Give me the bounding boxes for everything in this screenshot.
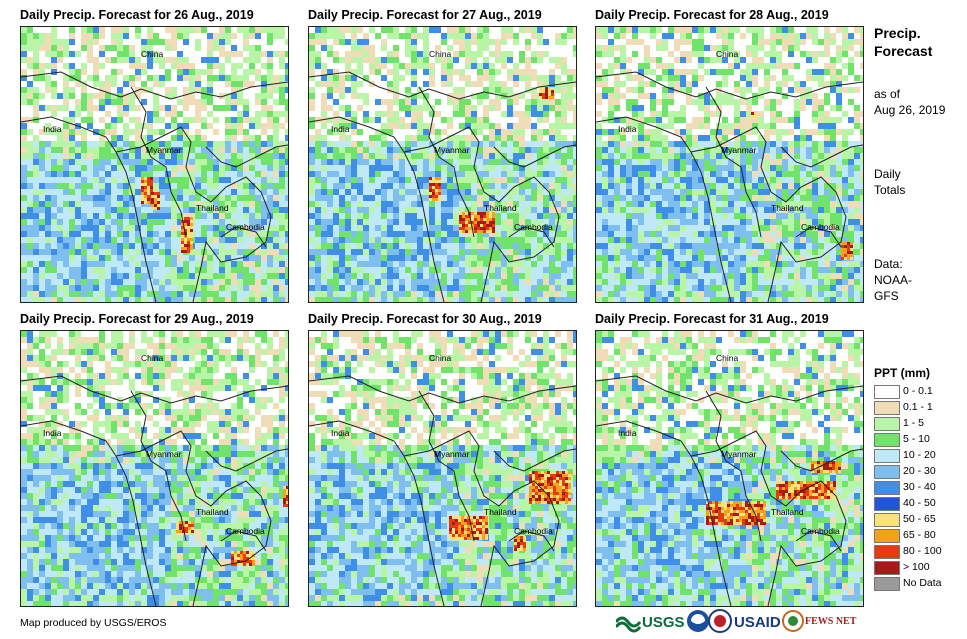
place-label-cambodia: Cambodia bbox=[801, 222, 840, 232]
fewsnet-logo-text: FEWS NET bbox=[805, 616, 857, 627]
place-label-india: India bbox=[618, 428, 637, 438]
place-label-india: India bbox=[43, 124, 62, 134]
place-label-india: India bbox=[331, 428, 350, 438]
place-label-thailand: Thailand bbox=[771, 203, 804, 213]
place-label-cambodia: Cambodia bbox=[226, 526, 265, 536]
legend-swatch bbox=[874, 545, 900, 559]
legend-swatch bbox=[874, 417, 900, 431]
legend-label: 10 - 20 bbox=[903, 449, 936, 461]
place-label-cambodia: Cambodia bbox=[226, 222, 265, 232]
place-label-myanmar: Myanmar bbox=[146, 449, 182, 459]
place-label-cambodia: Cambodia bbox=[514, 222, 553, 232]
panel-title: Daily Precip. Forecast for 29 Aug., 2019 bbox=[20, 312, 254, 326]
precip-raster: China India Myanmar Thailand Cambodia bbox=[309, 331, 576, 606]
precip-map: China India Myanmar Thailand Cambodia bbox=[20, 330, 289, 607]
totals-label: Totals bbox=[874, 183, 906, 197]
daily-label: Daily bbox=[874, 167, 901, 181]
legend-label: 65 - 80 bbox=[903, 529, 936, 541]
credit-text: Map produced by USGS/EROS bbox=[20, 617, 167, 629]
place-label-myanmar: Myanmar bbox=[434, 449, 470, 459]
precip-map: China India Myanmar Thailand Cambodia bbox=[595, 330, 864, 607]
place-label-myanmar: Myanmar bbox=[721, 449, 757, 459]
place-label-india: India bbox=[331, 124, 350, 134]
usgs-logo-text: USGS bbox=[642, 614, 685, 631]
legend-label: 5 - 10 bbox=[903, 433, 930, 445]
side-title-line2: Forecast bbox=[874, 43, 933, 59]
place-label-china: China bbox=[716, 49, 738, 59]
precip-raster: China India Myanmar Thailand Cambodia bbox=[309, 27, 576, 302]
precip-raster: China India Myanmar Thailand Cambodia bbox=[596, 331, 863, 606]
data-label: Data: bbox=[874, 257, 903, 271]
legend-label: 20 - 30 bbox=[903, 465, 936, 477]
legend-label: 80 - 100 bbox=[903, 545, 942, 557]
precip-map: China India Myanmar Thailand Cambodia bbox=[308, 26, 577, 303]
precip-raster: China India Myanmar Thailand Cambodia bbox=[596, 27, 863, 302]
legend-swatch bbox=[874, 449, 900, 463]
precip-map: China India Myanmar Thailand Cambodia bbox=[308, 330, 577, 607]
asof-label: as of bbox=[874, 87, 901, 101]
panel-title: Daily Precip. Forecast for 28 Aug., 2019 bbox=[595, 8, 829, 22]
noaa-logo bbox=[687, 610, 709, 632]
panel-title: Daily Precip. Forecast for 30 Aug., 2019 bbox=[308, 312, 542, 326]
legend-swatch bbox=[874, 465, 900, 479]
legend-label: 30 - 40 bbox=[903, 481, 936, 493]
precip-raster: China India Myanmar Thailand Cambodia bbox=[21, 27, 288, 302]
legend-swatch bbox=[874, 385, 900, 399]
place-label-india: India bbox=[618, 124, 637, 134]
legend-swatch bbox=[874, 529, 900, 543]
legend-label: > 100 bbox=[903, 561, 930, 573]
asof-date: Aug 26, 2019 bbox=[874, 103, 946, 117]
place-label-cambodia: Cambodia bbox=[801, 526, 840, 536]
place-label-china: China bbox=[429, 49, 451, 59]
legend-label: 1 - 5 bbox=[903, 417, 925, 429]
precip-raster: China India Myanmar Thailand Cambodia bbox=[21, 331, 288, 606]
place-label-china: China bbox=[141, 353, 163, 363]
data-source-line2: GFS bbox=[874, 289, 899, 303]
legend-label: 0 - 0.1 bbox=[903, 385, 933, 397]
legend-swatch bbox=[874, 497, 900, 511]
place-label-thailand: Thailand bbox=[484, 203, 517, 213]
place-label-thailand: Thailand bbox=[196, 507, 229, 517]
panel-title: Daily Precip. Forecast for 26 Aug., 2019 bbox=[20, 8, 254, 22]
legend-swatch bbox=[874, 513, 900, 527]
place-label-india: India bbox=[43, 428, 62, 438]
place-label-thailand: Thailand bbox=[196, 203, 229, 213]
place-label-china: China bbox=[429, 353, 451, 363]
legend-swatch bbox=[874, 561, 900, 575]
legend-title: PPT (mm) bbox=[874, 366, 931, 380]
place-label-china: China bbox=[716, 353, 738, 363]
place-label-thailand: Thailand bbox=[484, 507, 517, 517]
legend-label: 50 - 65 bbox=[903, 513, 936, 525]
usaid-logo-text: USAID bbox=[734, 614, 781, 631]
usgs-logo: USGS bbox=[616, 614, 685, 633]
place-label-myanmar: Myanmar bbox=[146, 145, 182, 155]
place-label-thailand: Thailand bbox=[771, 507, 804, 517]
legend-swatch bbox=[874, 577, 900, 591]
legend-swatch bbox=[874, 433, 900, 447]
place-label-cambodia: Cambodia bbox=[514, 526, 553, 536]
place-label-myanmar: Myanmar bbox=[721, 145, 757, 155]
place-label-myanmar: Myanmar bbox=[434, 145, 470, 155]
data-source-line1: NOAA- bbox=[874, 273, 913, 287]
precip-map: China India Myanmar Thailand Cambodia bbox=[595, 26, 864, 303]
legend-swatch bbox=[874, 481, 900, 495]
usaid-seal bbox=[708, 609, 732, 633]
side-title-line1: Precip. bbox=[874, 25, 921, 41]
legend-label: 0.1 - 1 bbox=[903, 401, 933, 413]
panel-title: Daily Precip. Forecast for 27 Aug., 2019 bbox=[308, 8, 542, 22]
legend-label: No Data bbox=[903, 577, 942, 589]
place-label-china: China bbox=[141, 49, 163, 59]
precip-map: China India Myanmar Thailand Cambodia bbox=[20, 26, 289, 303]
fewsnet-logo: FEWS NET bbox=[782, 610, 857, 632]
legend-label: 40 - 50 bbox=[903, 497, 936, 509]
legend-swatch bbox=[874, 401, 900, 415]
agency-logos: USGS USAID FEWS NET bbox=[616, 609, 857, 633]
panel-title: Daily Precip. Forecast for 31 Aug., 2019 bbox=[595, 312, 829, 326]
